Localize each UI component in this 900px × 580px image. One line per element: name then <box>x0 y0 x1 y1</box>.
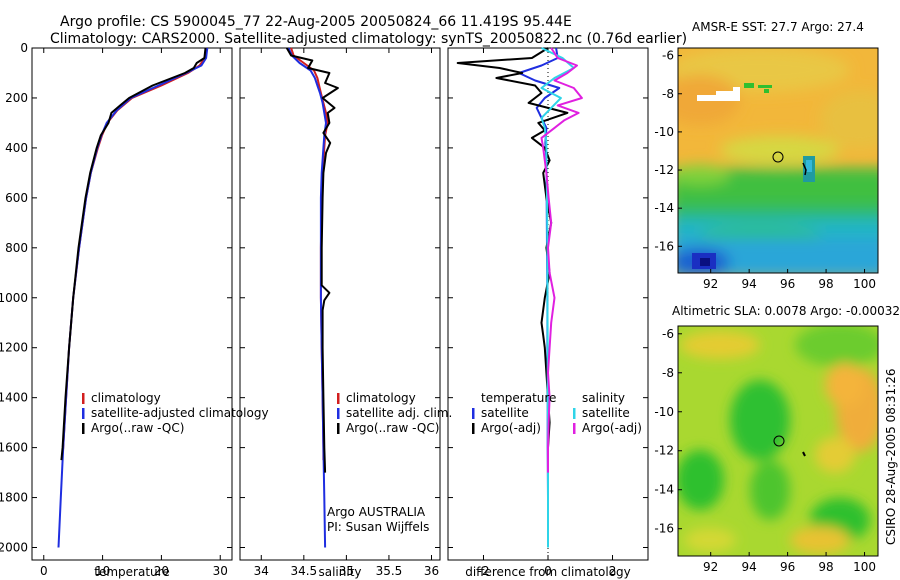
y-tick-label: 800 <box>5 241 28 255</box>
x-tick-label: 0 <box>544 564 552 578</box>
series-temperature-argo-adj- <box>456 47 569 473</box>
legend-label: satellite <box>582 406 630 420</box>
map-y-tick-label: -8 <box>662 87 674 101</box>
figure-title-line1: Argo profile: CS 5900045_77 22-Aug-2005 … <box>60 14 572 30</box>
x-axis-label: salinity <box>318 565 361 579</box>
figure-title-line2: Climatology: CARS2000. Satellite-adjuste… <box>50 31 687 47</box>
map-x-tick-label: 100 <box>853 277 876 291</box>
series-satellite-adj-clim- <box>287 47 327 548</box>
map-x-tick-label: 98 <box>818 560 833 574</box>
x-tick-label: 35.5 <box>376 564 403 578</box>
x-tick-label: -2 <box>477 564 489 578</box>
sst-map-frame <box>677 47 879 274</box>
y-tick-label: 2000 <box>0 541 28 555</box>
x-tick-label: 10 <box>95 564 110 578</box>
map-x-tick-label: 98 <box>818 277 833 291</box>
legend-label: Argo(..raw -QC) <box>91 421 184 435</box>
sla-map-frame <box>677 325 879 557</box>
legend-label: Argo(..raw -QC) <box>346 421 439 435</box>
series-argo-raw-qc- <box>285 47 339 473</box>
x-tick-label: 35 <box>339 564 354 578</box>
map-y-tick-label: -16 <box>654 522 674 536</box>
x-tick-label: 2 <box>609 564 617 578</box>
map-y-tick-label: -10 <box>654 125 674 139</box>
legend-label: Argo(-adj) <box>582 421 642 435</box>
legend-swatch <box>337 408 340 419</box>
legend-label: climatology <box>346 391 416 405</box>
map-y-tick-label: -6 <box>662 327 674 341</box>
map-y-tick-label: -12 <box>654 163 674 177</box>
map-x-tick-label: 94 <box>742 277 757 291</box>
map-y-tick-label: -14 <box>654 483 674 497</box>
legend-swatch <box>573 408 576 419</box>
y-tick-label: 1000 <box>0 291 28 305</box>
sla-map-field <box>678 326 878 556</box>
map-x-tick-label: 92 <box>703 560 718 574</box>
legend-heading: temperature <box>481 391 556 405</box>
series-satellite-adjusted-climatology <box>57 47 209 548</box>
y-tick-label: 1400 <box>0 391 28 405</box>
y-tick-label: 1600 <box>0 441 28 455</box>
series-salinity-argo-adj- <box>540 47 583 473</box>
legend-swatch <box>573 423 576 434</box>
panel-temperature-frame <box>31 47 233 561</box>
legend-label: climatology <box>91 391 161 405</box>
map-y-tick-label: -10 <box>654 405 674 419</box>
x-tick-label: 34.5 <box>290 564 317 578</box>
map-x-tick-label: 96 <box>780 560 795 574</box>
x-tick-label: 20 <box>154 564 169 578</box>
x-tick-label: 0 <box>40 564 48 578</box>
map-x-tick-label: 92 <box>703 277 718 291</box>
legend-swatch <box>472 423 475 434</box>
map-y-tick-label: -12 <box>654 444 674 458</box>
map-y-tick-label: -6 <box>662 49 674 63</box>
y-tick-label: 200 <box>5 91 28 105</box>
map-y-tick-label: -14 <box>654 201 674 215</box>
sst-map-title: AMSR-E SST: 27.7 Argo: 27.4 <box>692 20 864 34</box>
legend-swatch <box>472 408 475 419</box>
legend-swatch <box>337 423 340 434</box>
legend-swatch <box>82 393 85 404</box>
legend-heading: salinity <box>582 391 625 405</box>
x-axis-label: difference from climatology <box>465 565 631 579</box>
series-salinity-satellite <box>540 47 575 548</box>
sst-map-field <box>678 48 878 273</box>
annotation-line: PI: Susan Wijffels <box>327 520 429 534</box>
y-tick-label: 400 <box>5 141 28 155</box>
map-y-tick-label: -16 <box>654 239 674 253</box>
legend-label: Argo(-adj) <box>481 421 541 435</box>
credit-stamp: CSIRO 28-Aug-2005 08:31:26 <box>884 369 898 545</box>
x-tick-label: 30 <box>213 564 228 578</box>
legend-swatch <box>82 423 85 434</box>
sla-map-title: Altimetric SLA: 0.0078 Argo: -0.00032 <box>672 304 900 318</box>
legend-label: satellite <box>481 406 529 420</box>
y-tick-label: 1200 <box>0 341 28 355</box>
legend-swatch <box>82 408 85 419</box>
panel-salinity-frame <box>239 47 441 561</box>
map-x-tick-label: 96 <box>780 277 795 291</box>
map-y-tick-label: -8 <box>662 366 674 380</box>
legend-swatch <box>337 393 340 404</box>
map-x-tick-label: 94 <box>742 560 757 574</box>
x-tick-label: 36 <box>424 564 439 578</box>
y-tick-label: 1800 <box>0 491 28 505</box>
legend-label: satellite adj. clim. <box>346 406 452 420</box>
annotation-line: Argo AUSTRALIA <box>327 505 426 519</box>
series-argo-raw-qc- <box>60 47 207 461</box>
legend-label: satellite-adjusted climatology <box>91 406 269 420</box>
map-x-tick-label: 100 <box>853 560 876 574</box>
x-tick-label: 34 <box>254 564 269 578</box>
y-tick-label: 0 <box>20 41 28 55</box>
y-tick-label: 600 <box>5 191 28 205</box>
x-axis-label: temperature <box>94 565 169 579</box>
